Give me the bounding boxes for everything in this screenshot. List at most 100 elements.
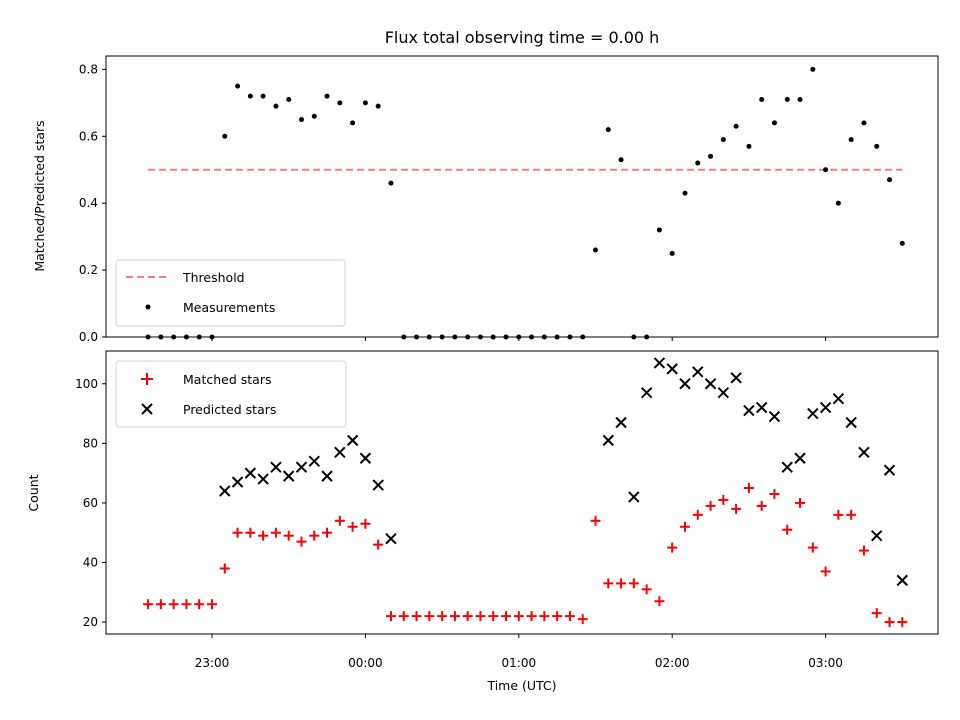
top-ytick-label: 0.8 [79,62,98,76]
predicted-star-point [270,461,282,473]
matched-star-point [679,521,690,532]
predicted-star-point [717,386,730,399]
matched-star-point [501,611,512,622]
legend-matched-swatch [141,373,153,385]
measurement-point [593,247,598,253]
top-ytick-label: 0.2 [79,263,98,277]
matched-star-point [258,530,269,541]
predicted-star-point [704,378,717,390]
matched-star-point [334,515,345,526]
matched-star-point [705,500,716,511]
measurement-point [835,200,841,206]
matched-star-point [462,611,473,622]
matched-star-point [807,542,818,553]
matched-star-point [347,521,358,532]
bottom-y-ticks: 20 40 60 80 100 [75,377,106,629]
predicted-star-point [385,532,397,545]
measurement-point [286,96,292,102]
predicted-star-point [334,446,346,458]
measurement-point [337,100,343,106]
matched-star-point [577,614,588,625]
matched-star-point [871,608,882,619]
top-ytick-label: 0.0 [79,330,98,344]
measurement-point [874,143,880,149]
top-legend-box [115,259,346,327]
matched-star-point [513,611,524,622]
predicted-star-point [807,407,819,420]
matched-star-point [168,599,179,610]
legend-measurements-swatch [145,304,151,310]
matched-star-point [539,611,550,622]
matched-star-point [769,488,780,499]
matched-star-point [475,611,486,622]
matched-star-point [194,599,205,610]
measurement-point [695,160,701,166]
predicted-star-point [640,386,653,399]
matched-star-point [488,611,499,622]
matched-star-point [373,539,384,550]
matched-star-point [667,542,678,553]
measurement-point [848,137,854,143]
bottom-panel: 20 40 60 80 100 23:00 00:00 01:00 02:00 03:00 Co… [26,350,939,693]
measurement-point [375,103,381,109]
predicted-star-point [896,574,909,587]
matched-star-point [756,500,767,511]
predicted-star-point [653,357,666,369]
predicted-star-point [372,479,384,491]
matched-star-point [270,527,281,538]
measurement-point [388,180,394,186]
matched-star-point [424,611,435,622]
predicted-star-point [845,416,857,429]
measurement-point [797,96,803,102]
measurement-point [260,93,266,99]
x-axis-label: Time (UTC) [486,678,556,693]
predicted-star-point [679,378,691,390]
measurement-point [605,127,611,133]
legend-predicted-label: Predicted stars [183,402,276,417]
bottom-ytick-label: 40 [83,556,98,570]
matched-star-point [616,578,627,589]
legend-matched-label: Matched stars [183,372,271,387]
matched-star-point [884,617,895,628]
measurement-point [733,123,739,129]
bottom-xtick-label: 01:00 [502,656,537,670]
top-axes-frame [105,55,939,338]
bottom-axes-frame [105,350,939,635]
predicted-star-point [359,452,372,464]
top-x-ticks [211,337,827,341]
matched-star-point [411,611,422,622]
measurement-point [656,227,662,233]
matched-star-point [897,617,908,628]
measurement-point [784,96,790,102]
measurement-point [861,120,867,126]
top-y-axis-label: Matched/Predicted stars [32,120,47,271]
predicted-star-point [346,434,359,447]
matched-star-point [795,497,806,508]
predicted-star-point [781,461,793,473]
top-ytick-label: 0.4 [79,196,98,210]
bottom-xtick-label: 00:00 [348,656,383,670]
predicted-star-point [321,470,333,482]
bottom-ytick-label: 80 [83,436,98,450]
top-ytick-label: 0.6 [79,129,98,143]
bottom-marks [143,357,909,628]
matched-star-point [437,611,448,622]
predicted-star-point [794,452,806,464]
matched-star-point [245,527,256,538]
measurement-point [708,153,714,159]
bottom-ytick-label: 20 [83,615,98,629]
matched-star-point [833,509,844,520]
matched-star-point [143,599,154,610]
predicted-star-point [692,366,704,378]
measurement-point [746,143,752,149]
predicted-star-point [858,446,870,458]
matched-star-point [449,611,460,622]
predicted-star-point [883,464,896,476]
bottom-y-axis-label: Count [26,474,41,511]
bottom-legend-box [115,360,347,428]
measurement-point [324,93,330,99]
bottom-xtick-label: 02:00 [655,656,690,670]
predicted-star-point [832,392,845,405]
matched-star-point [155,599,166,610]
